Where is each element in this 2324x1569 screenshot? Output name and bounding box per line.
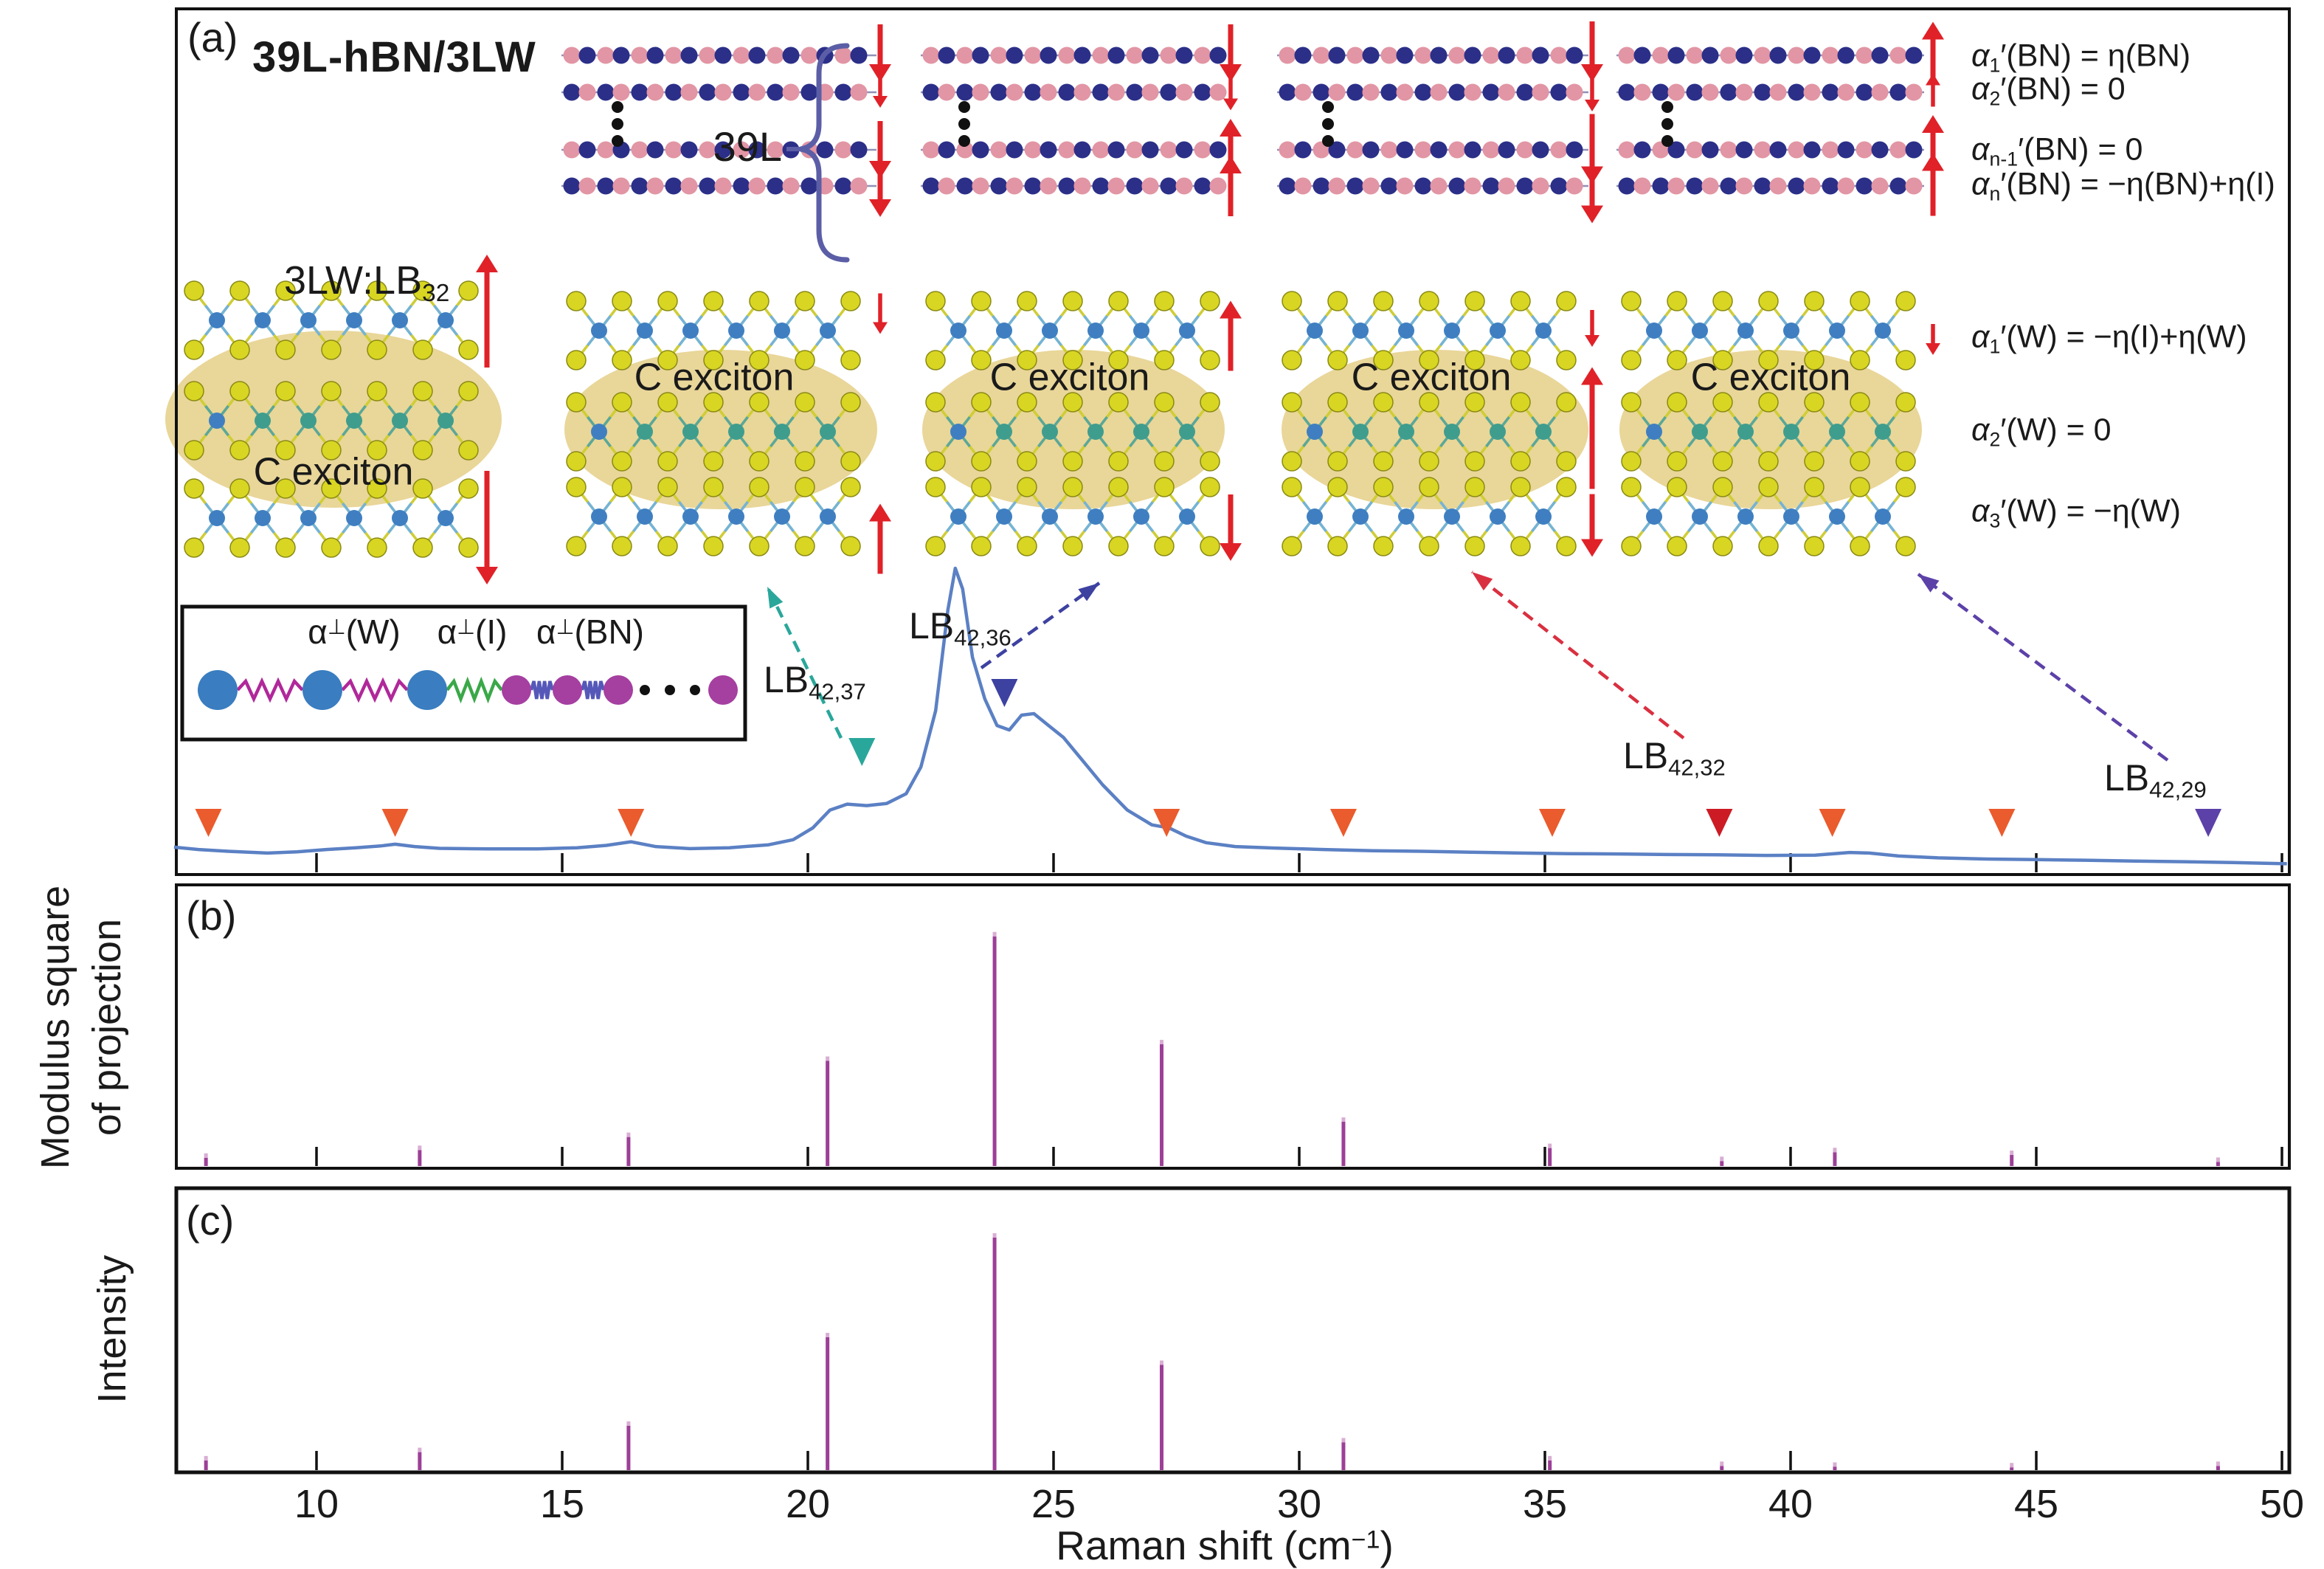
x-tick-45: 45 xyxy=(2013,1482,2059,1526)
c-exciton-label-5: C exciton xyxy=(1690,356,1851,399)
c-exciton-label-2: C exciton xyxy=(634,356,795,399)
peak-label-lb4236: LB42,36 xyxy=(909,605,1011,651)
structure-group-2 xyxy=(561,24,891,574)
bracket-39l-label: 39L xyxy=(713,123,782,170)
spring-constant-i-label: α⊥(I) xyxy=(437,613,508,651)
trilayer-mode-label: 3LW:LB32 xyxy=(284,260,449,306)
peak-label-lb4232: LB42,32 xyxy=(1623,735,1726,781)
mode-label-1: α1′(BN) = η(BN) xyxy=(1971,38,2191,77)
structure-group-4 xyxy=(1277,21,1603,557)
x-axis-title: Raman shift (cm−1) xyxy=(1056,1523,1394,1568)
spring-model-diagram xyxy=(180,604,747,742)
spring-constant-bn-label: α⊥(BN) xyxy=(536,613,644,651)
raman-spectrum-curve xyxy=(173,566,2287,866)
mode-label-7: α3′(W) = −η(W) xyxy=(1971,493,2181,532)
mode-label-3: αn-1′(BN) = 0 xyxy=(1971,131,2143,170)
c-exciton-label-3: C exciton xyxy=(989,356,1150,399)
x-tick-25: 25 xyxy=(1031,1482,1076,1526)
trilayer-mode-base: 3LW:LB xyxy=(284,258,423,303)
projection-sticks xyxy=(204,931,2220,1166)
bracket-39l xyxy=(786,43,850,263)
panel-b-label: (b) xyxy=(186,892,237,939)
x-tick-10: 10 xyxy=(294,1482,339,1526)
panel-c-label: (c) xyxy=(186,1197,235,1244)
mode-label-6: α2′(W) = 0 xyxy=(1971,412,2112,451)
mode-label-2: α2′(BN) = 0 xyxy=(1971,71,2126,110)
spring-constant-w-label: α⊥(W) xyxy=(308,613,401,651)
mode-position-markers xyxy=(195,679,2222,837)
panel-frames xyxy=(174,7,2292,1475)
x-tick-30: 30 xyxy=(1276,1482,1322,1526)
x-tick-35: 35 xyxy=(1522,1482,1568,1526)
structure-group-5 xyxy=(1616,21,1944,556)
peak-label-lb4229: LB42,29 xyxy=(2104,757,2207,803)
c-exciton-label-4: C exciton xyxy=(1351,356,1512,399)
panel-c-ylabel: Intensity xyxy=(90,1255,134,1404)
structure-group-1 xyxy=(165,255,502,585)
intensity-sticks xyxy=(204,1233,2220,1470)
trilayer-mode-sub: 32 xyxy=(422,280,450,308)
assignment-arrows xyxy=(765,570,2169,762)
x-tick-15: 15 xyxy=(539,1482,585,1526)
x-tick-20: 20 xyxy=(785,1482,831,1526)
c-exciton-label-1: C exciton xyxy=(253,450,414,494)
mode-label-5: α1′(W) = −η(I)+η(W) xyxy=(1971,319,2247,358)
x-tick-40: 40 xyxy=(1768,1482,1813,1526)
structure-title: 39L-hBN/3LW xyxy=(252,33,536,81)
mode-label-4: αn′(BN) = −η(BN)+η(I) xyxy=(1971,166,2275,205)
panel-a-label: (a) xyxy=(187,14,238,61)
x-tick-50: 50 xyxy=(2259,1482,2305,1526)
peak-label-lb4237: LB42,37 xyxy=(764,659,866,705)
structure-group-3 xyxy=(921,24,1242,561)
